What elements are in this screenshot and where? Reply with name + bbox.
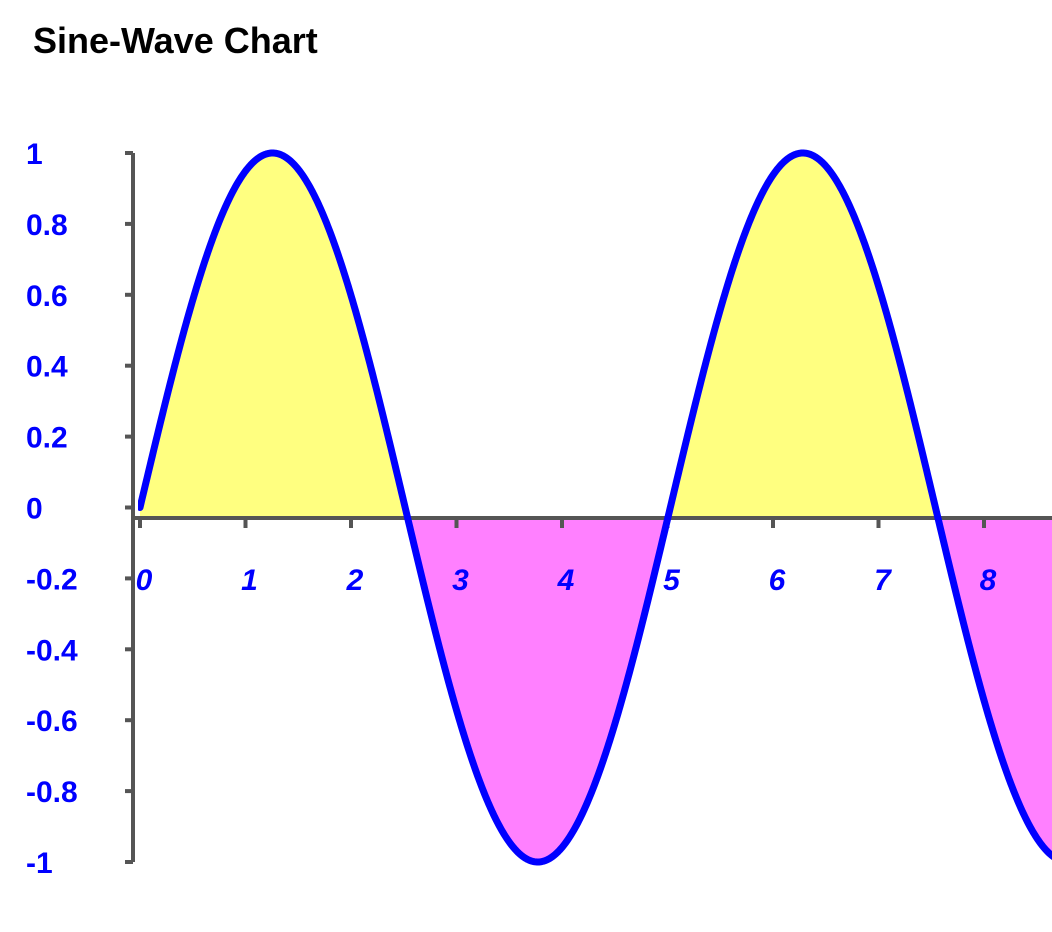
positive-area-2 (671, 153, 935, 518)
x-tick-label: 8 (980, 564, 997, 597)
positive-area-0 (140, 153, 405, 518)
tick-labels: 1 0.8 0.6 0.4 0.2 0 -0.2 -0.4 -0.6 -0.8 -1 0 1 2 3 4 5 6 7… (26, 138, 997, 880)
y-tick-label: 0 (26, 493, 43, 526)
area-fill-layer (140, 153, 1052, 862)
y-tick-label: 0.4 (26, 351, 68, 384)
negative-area-3 (935, 509, 1052, 856)
x-tick-label: 0 (136, 564, 153, 597)
y-tick-label: 0.8 (26, 209, 68, 242)
y-tick-label: 1 (26, 138, 43, 171)
y-tick-label: -0.6 (26, 705, 78, 738)
axes (125, 151, 1052, 864)
y-tick-label: -0.4 (26, 634, 78, 667)
x-tick-label: 5 (663, 564, 681, 597)
x-tick-label: 1 (241, 564, 258, 597)
y-tick-label: -0.2 (26, 563, 78, 596)
x-tick-label: 6 (769, 564, 786, 597)
series-line-layer (138, 149, 1052, 866)
x-tick-label: 7 (874, 564, 892, 597)
x-tick-label: 3 (452, 564, 469, 597)
y-tick-label: -0.8 (26, 776, 78, 809)
y-tick-label: 0.6 (26, 280, 68, 313)
negative-area-1 (405, 507, 671, 862)
y-tick-label: 0.2 (26, 422, 68, 455)
chart-title: Sine-Wave Chart (33, 20, 318, 61)
sine-series-line (138, 149, 1052, 866)
x-tick-label: 2 (346, 564, 364, 597)
y-tick-label: -1 (26, 847, 53, 880)
x-tick-label: 4 (557, 564, 575, 597)
